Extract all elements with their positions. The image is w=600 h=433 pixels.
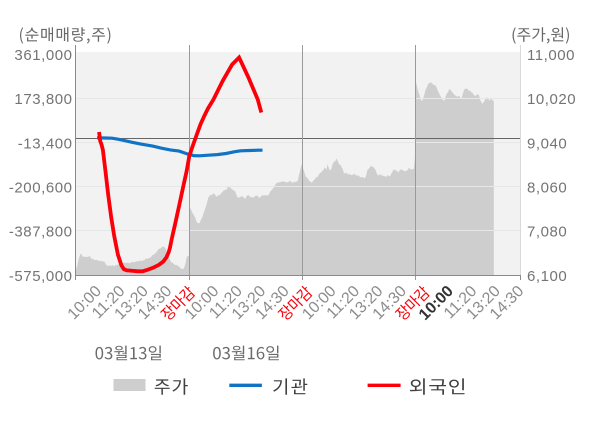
svg-text:-387,800: -387,800 xyxy=(9,224,73,241)
svg-text:-200,600: -200,600 xyxy=(9,180,73,197)
svg-text:11,000: 11,000 xyxy=(527,47,575,64)
svg-text:-13,400: -13,400 xyxy=(18,135,73,152)
svg-text:173,800: 173,800 xyxy=(14,91,72,108)
svg-text:8,060: 8,060 xyxy=(527,180,567,197)
svg-text:7,080: 7,080 xyxy=(527,224,567,241)
svg-text:9,040: 9,040 xyxy=(527,135,567,152)
svg-text:6,100: 6,100 xyxy=(527,268,567,285)
svg-text:-575,000: -575,000 xyxy=(9,268,73,285)
svg-text:10,020: 10,020 xyxy=(527,91,576,108)
svg-text:361,000: 361,000 xyxy=(14,47,72,64)
